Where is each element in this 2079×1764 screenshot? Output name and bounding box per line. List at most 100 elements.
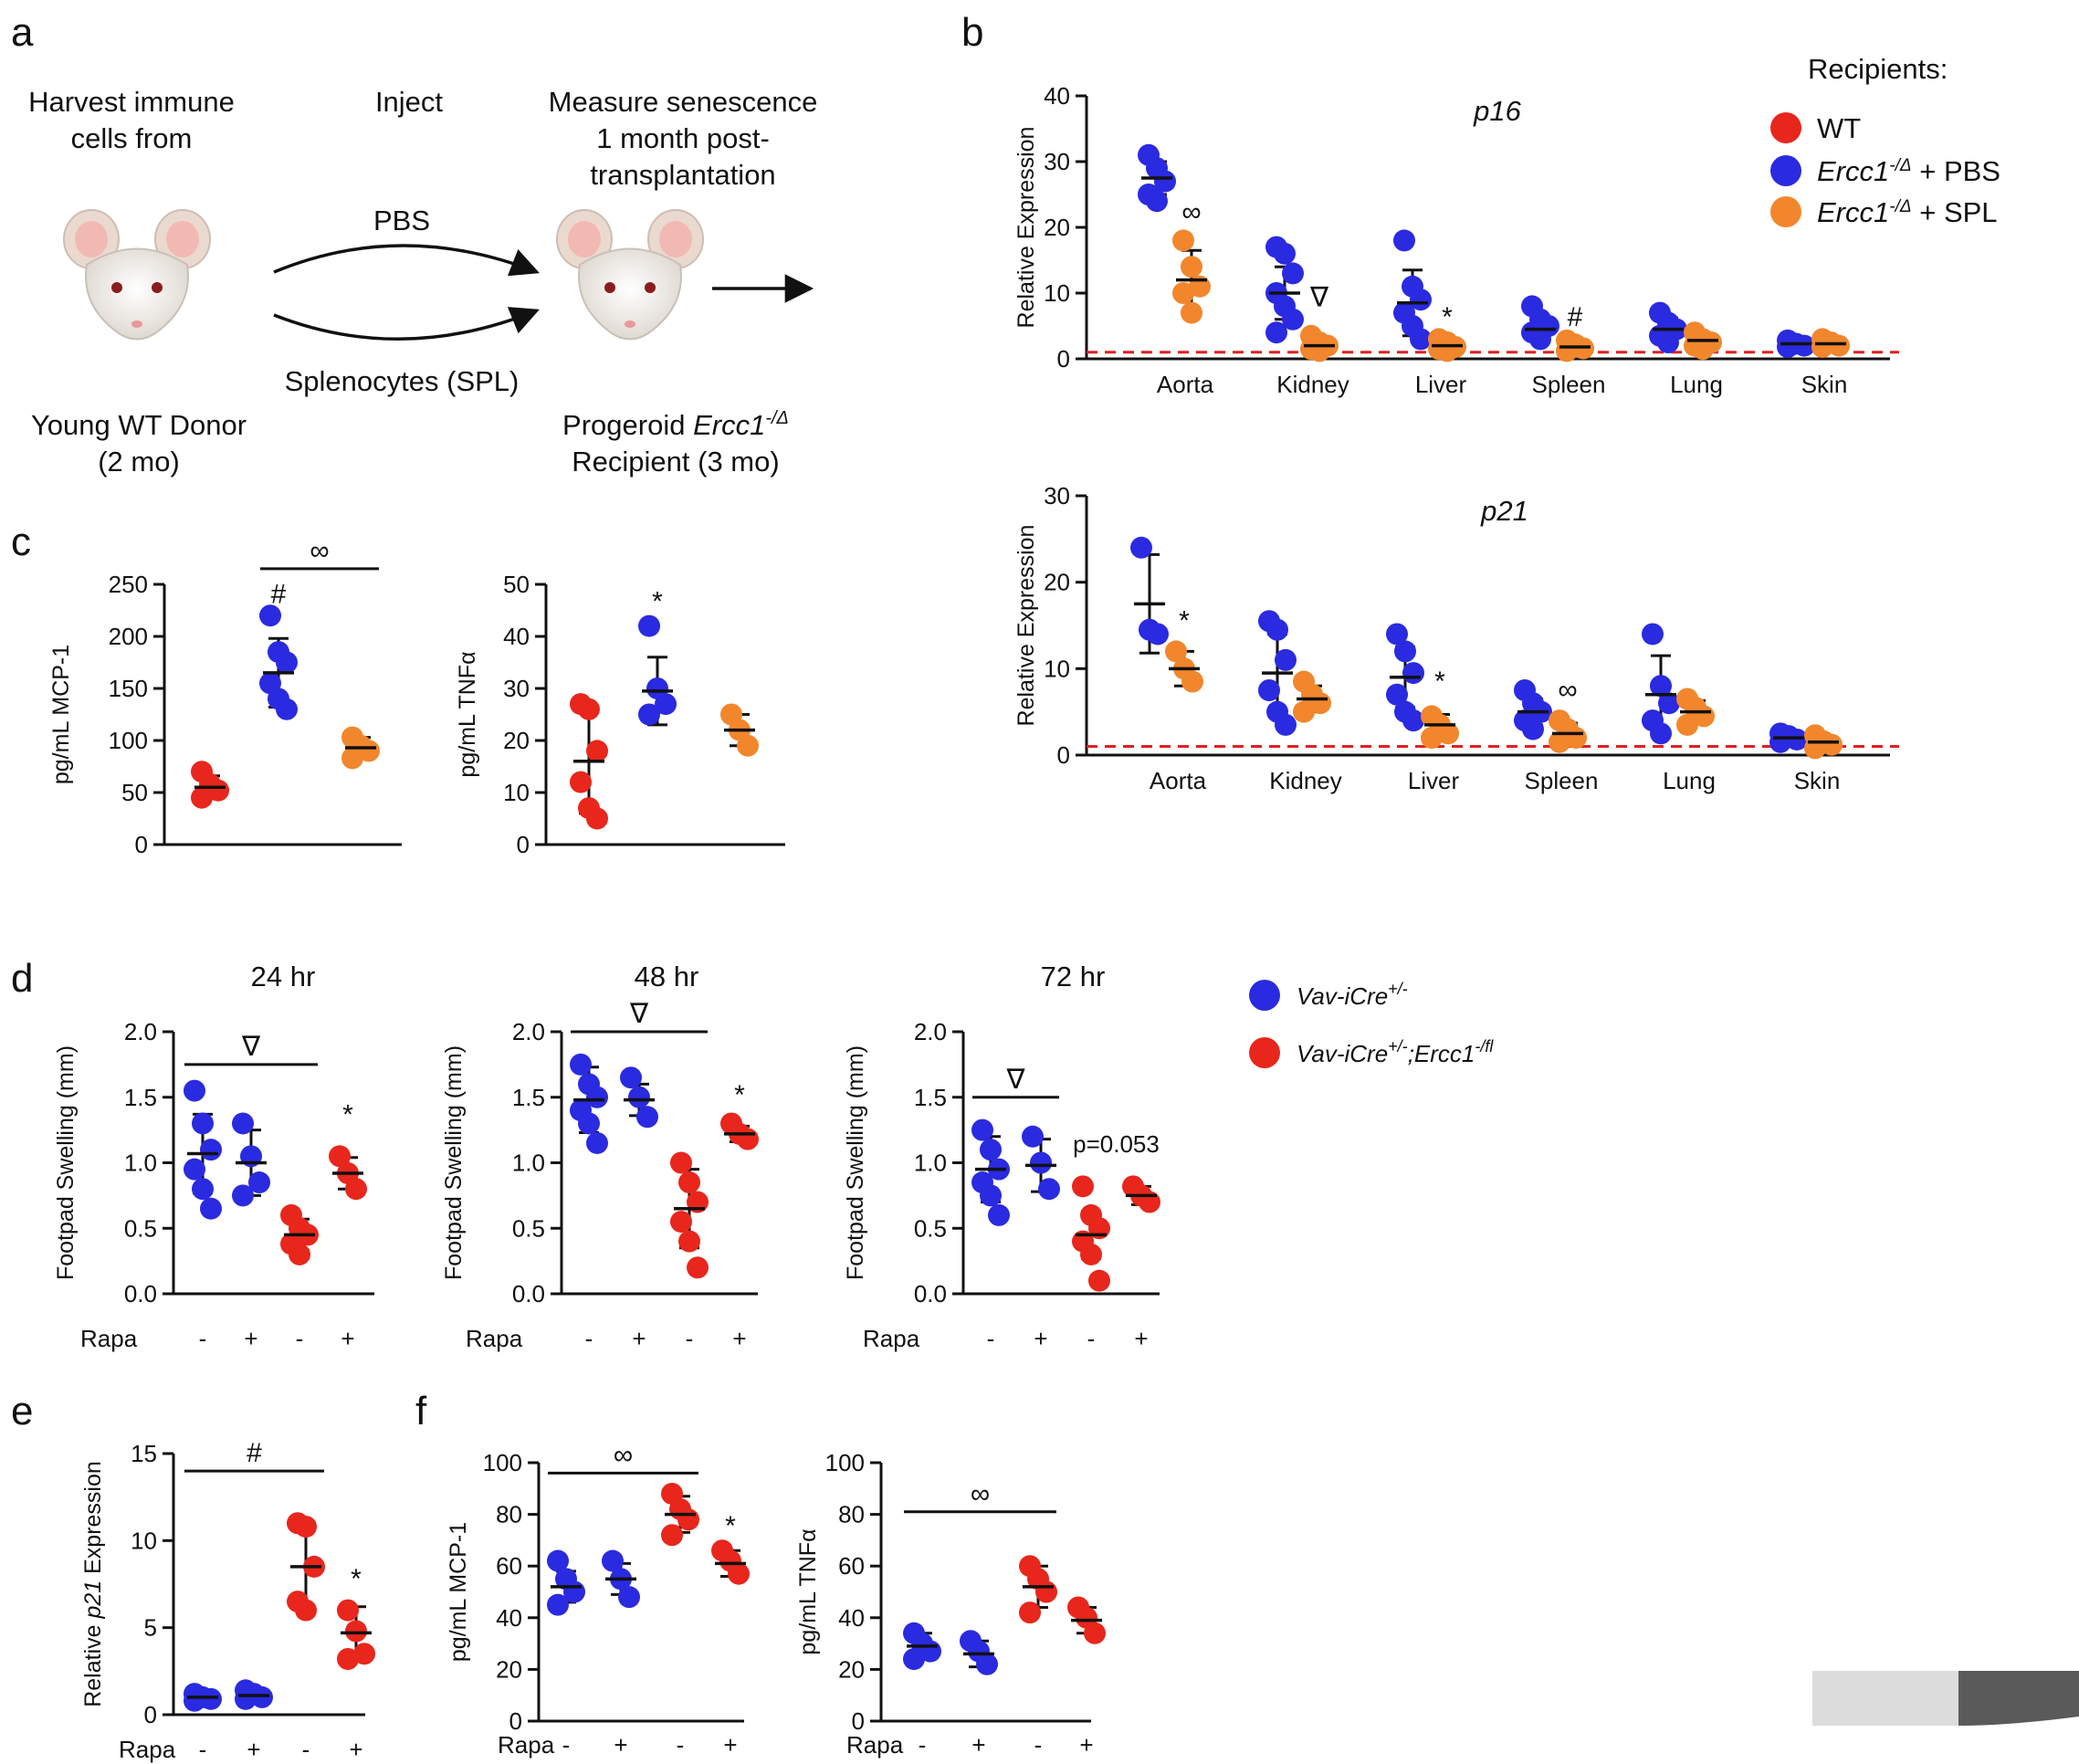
- donor-line1: Young WT Donor: [31, 409, 247, 441]
- legend-d-swatch-vav: [1249, 980, 1280, 1011]
- data-point: [687, 1256, 709, 1279]
- data-point: [295, 1516, 317, 1538]
- data-point: [1130, 536, 1152, 559]
- data-point: [1019, 1601, 1041, 1624]
- group-1: [602, 1549, 640, 1609]
- donor-line2: (2 mo): [98, 446, 180, 478]
- rapa-label: Rapa: [863, 1325, 920, 1352]
- rapa-category-label: -: [987, 1325, 995, 1352]
- data-point: [670, 1211, 692, 1234]
- group-1: [259, 604, 298, 720]
- rapa-category-label: +: [247, 1736, 260, 1763]
- data-point: [1402, 662, 1424, 685]
- y-tick-label: 200: [109, 623, 148, 650]
- rapa-category-label: +: [614, 1731, 627, 1759]
- data-point: [289, 1243, 310, 1265]
- data-point: [1437, 722, 1459, 745]
- rapa-category-label: -: [302, 1736, 310, 1763]
- y-axis-label: pg/mL MCP-1: [48, 645, 74, 784]
- category-label: Aorta: [1157, 371, 1214, 398]
- data-point: [232, 1112, 254, 1135]
- y-tick-label: 80: [496, 1501, 522, 1528]
- significance-mark: *: [725, 1511, 736, 1541]
- y-tick-label: 1.0: [124, 1150, 157, 1177]
- step3-line3: transplantation: [590, 159, 775, 191]
- y-tick-label: 10: [1044, 655, 1070, 682]
- chart-c-tnfa: 0 10 20 30 40 50 pg/mL TNFα *: [455, 571, 785, 858]
- data-point: [737, 734, 759, 757]
- data-point: [1804, 737, 1826, 760]
- y-tick-label: 0: [517, 831, 530, 858]
- data-point: [207, 779, 229, 802]
- significance-mark: p=0.053: [1073, 1130, 1160, 1158]
- y-tick-label: 15: [131, 1440, 157, 1467]
- y-tick-label: 1.5: [512, 1084, 545, 1111]
- data-point: [200, 1687, 222, 1710]
- group-2: [720, 703, 759, 757]
- group-3: [720, 1112, 759, 1150]
- rapa-category-label: -: [686, 1325, 694, 1352]
- data-point: [638, 614, 660, 637]
- data-point: [1786, 728, 1808, 751]
- y-tick-label: 1.5: [914, 1084, 947, 1111]
- bracket-symbol: ∇: [1005, 1065, 1025, 1095]
- group-3: [1122, 1175, 1160, 1213]
- chart-title: 24 hr: [251, 961, 316, 992]
- rapa-category-label: +: [1134, 1325, 1148, 1352]
- series-0-group: [1777, 329, 1815, 359]
- significance-mark: *: [1179, 606, 1190, 636]
- data-point: [1282, 262, 1304, 285]
- group-2: [661, 1482, 699, 1547]
- data-point: [1410, 289, 1432, 311]
- y-tick-label: 60: [838, 1552, 865, 1580]
- panel-a-label: a: [11, 10, 34, 55]
- data-point: [1658, 692, 1680, 715]
- category-label: Liver: [1408, 767, 1460, 794]
- series-0-group: [1514, 679, 1552, 740]
- panel-a: a Harvest immune cells from Inject Measu…: [11, 10, 817, 478]
- data-point: [358, 740, 380, 762]
- legend-b-item-pbs: Ercc1-/Δ + PBS: [1817, 155, 2000, 187]
- data-point: [547, 1593, 569, 1616]
- group-1: [620, 1066, 658, 1129]
- significance-mark: *: [652, 587, 663, 617]
- y-tick-label: 40: [838, 1604, 865, 1632]
- data-point: [655, 693, 677, 716]
- series-1-group: [1556, 329, 1594, 362]
- rapa-category-label: +: [1079, 1731, 1093, 1759]
- group-0: [971, 1118, 1010, 1226]
- data-point: [337, 1599, 359, 1622]
- data-point: [1777, 336, 1799, 359]
- rapa-category-label: -: [199, 1325, 207, 1352]
- rapa-label: Rapa: [80, 1325, 138, 1352]
- data-point: [628, 1086, 650, 1108]
- data-point: [1080, 1243, 1102, 1265]
- data-point: [1549, 730, 1570, 753]
- rapa-category-label: +: [341, 1325, 354, 1352]
- legend-b-title: Recipients:: [1808, 53, 1948, 85]
- significance-mark: ∞: [1558, 675, 1577, 705]
- group-0: [191, 761, 229, 809]
- data-point: [602, 1549, 624, 1572]
- data-point: [1386, 623, 1408, 646]
- data-point: [1393, 229, 1415, 252]
- rapa-category-label: -: [585, 1325, 593, 1352]
- y-tick-label: 30: [1044, 482, 1070, 509]
- legend-b-swatch-spl: [1770, 196, 1801, 227]
- data-point: [295, 1599, 317, 1622]
- data-point: [1676, 713, 1698, 736]
- group-0: [547, 1549, 585, 1616]
- y-axis-label: Footpad Swelling (mm): [441, 1045, 467, 1280]
- y-tick-label: 2.0: [914, 1018, 947, 1045]
- data-point: [1172, 282, 1194, 304]
- legend-b-item-wt: WT: [1817, 112, 1861, 144]
- data-point: [1828, 334, 1850, 357]
- data-point: [1181, 670, 1203, 693]
- data-point: [1821, 733, 1843, 756]
- legend-d-item-vav-ercc1: Vav-iCre+/-;Ercc1-/fl: [1297, 1037, 1494, 1067]
- chart-d-72hr: 0.0 0.5 1.0 1.5 2.0 Footpad Swelling (mm) 72 h…: [843, 961, 1160, 1352]
- significance-mark: *: [734, 1080, 745, 1110]
- group-0: [903, 1622, 941, 1671]
- chart-d-48hr: 0.0 0.5 1.0 1.5 2.0 Footpad Swelling (mm) 48 h…: [441, 961, 759, 1352]
